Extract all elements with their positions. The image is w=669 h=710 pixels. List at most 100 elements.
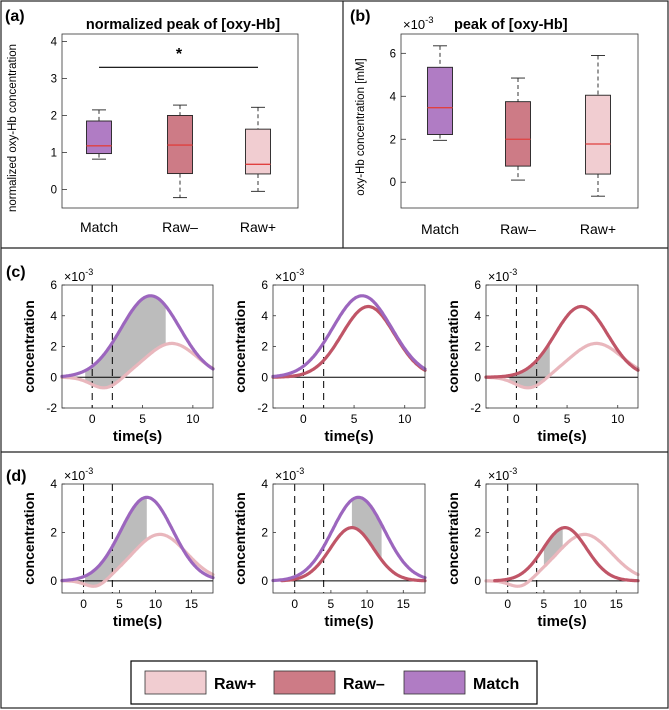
multiplier-base-c-3: ×10 [488, 270, 509, 284]
ytick-label-d-1-2: 4 [50, 477, 57, 491]
ytick-label-d-3-1: 2 [474, 525, 481, 539]
xtick-label-c-3-1: 5 [564, 412, 571, 426]
panel-a-plot [87, 67, 271, 197]
ytick-label-c-3-0: -2 [470, 401, 481, 415]
subplot-d-1: ×10-30240 5 10 15time(s)concentration [21, 466, 213, 630]
legend-label-match: Match [473, 676, 519, 693]
box-b-raw-plus-iqr [586, 95, 611, 174]
ylabel-c-2: concentration [232, 300, 248, 393]
ytick-label-d-3-2: 4 [474, 477, 481, 491]
multiplier-exp-c-1: -3 [85, 267, 93, 277]
panel-b: (b) ×10-3 peak of [oxy-Hb] oxy-Hb concen… [350, 8, 638, 237]
curve-c-2-match [273, 296, 425, 377]
ytick-label-d-3-0: 0 [474, 574, 481, 588]
panel-b-xtick-raw-minus: Raw– [500, 221, 536, 237]
ytick-label-a-1: 1 [51, 147, 57, 159]
subplot-c-1: ×10-3 -2 0 2 4 6 0 5 10 time(s) concentration [21, 267, 213, 445]
xtick-label-d-1-0: 0 [80, 597, 87, 611]
multiplier-base-c-1: ×10 [64, 270, 85, 284]
ytick-label-b-2: 4 [390, 91, 397, 103]
panel-b-label: (b) [350, 8, 370, 25]
multiplier-base-d-3: ×10 [488, 469, 509, 483]
multiplier-exp-c-3: -3 [509, 267, 517, 277]
subplot-c-3: ×10-3 -2 0 2 4 6 0 5 10 time(s) concentration [445, 267, 638, 445]
panel-a-xtick-raw-plus: Raw+ [240, 219, 276, 235]
panel-b-multiplier: ×10-3 [403, 15, 434, 32]
box-b-raw-minus-iqr [506, 102, 531, 166]
ytick-label-c-3-3: 4 [474, 309, 481, 323]
multiplier-base-d-2: ×10 [275, 469, 296, 483]
xlabel-c-2: time(s) [324, 428, 373, 445]
ytick-label-c-1-3: 4 [50, 309, 57, 323]
panel-b-yticks: 0 2 4 6 [390, 48, 406, 189]
xtick-label-d-3-0: 0 [504, 597, 511, 611]
panel-b-title: peak of [oxy-Hb] [454, 17, 568, 33]
panel-a-significance-star: * [176, 46, 183, 63]
subplot-d-2: ×10-3 0 2 4 0 5 10 15 time(s) concentration [232, 466, 425, 630]
panel-b-xtick-raw-plus: Raw+ [580, 221, 616, 237]
curve-d-3-raw-minus [495, 528, 638, 581]
ylabel-d-1: concentration [21, 492, 37, 585]
legend-swatch-raw-plus [145, 671, 206, 694]
xtick-label-c-1-0: 0 [89, 412, 96, 426]
multiplier-base-c-2: ×10 [275, 270, 296, 284]
panel-b-plot [428, 46, 611, 196]
xtick-label-c-2-2: 10 [398, 412, 412, 426]
box-b-match-iqr [428, 67, 453, 134]
xtick-label-d-1-1: 5 [116, 597, 123, 611]
ytick-label-c-1-0: -2 [46, 401, 57, 415]
panel-a-yticks: 0 1 2 3 4 [51, 36, 67, 196]
xtick-label-c-1-1: 5 [139, 412, 146, 426]
xtick-label-c-2-1: 5 [351, 412, 358, 426]
xtick-label-c-3-2: 10 [611, 412, 625, 426]
ytick-label-d-2-0: 0 [261, 574, 268, 588]
ytick-label-c-3-2: 2 [474, 340, 481, 354]
panel-b-multiplier-exp: -3 [425, 15, 433, 26]
ytick-label-c-2-4: 6 [261, 278, 268, 292]
panel-a: (a) normalized peak of [oxy-Hb] normaliz… [5, 8, 298, 235]
xtick-label-d-2-1: 5 [328, 597, 335, 611]
curve-c-2-raw-minus [273, 307, 425, 378]
multiplier-c-3: ×10-3 [488, 267, 517, 284]
multiplier-exp-d-2: -3 [296, 466, 304, 476]
ylabel-c-3: concentration [445, 300, 461, 393]
ytick-label-d-1-0: 0 [50, 574, 57, 588]
box-a-raw-plus-iqr [246, 129, 271, 174]
ytick-label-c-3-4: 6 [474, 278, 481, 292]
legend: Raw+ Raw– Match [131, 661, 537, 704]
multiplier-exp-d-1: -3 [85, 466, 93, 476]
multiplier-d-2: ×10-3 [275, 466, 304, 483]
legend-swatch-match [404, 671, 465, 694]
panel-b-xtick-match: Match [421, 221, 459, 237]
ytick-label-c-2-1: 0 [261, 370, 268, 384]
xlabel-d-3: time(s) [537, 613, 586, 630]
panel-a-xtick-raw-minus: Raw– [162, 219, 198, 235]
ylabel-d-2: concentration [232, 492, 248, 585]
ytick-label-b-0: 0 [390, 177, 396, 189]
xtick-label-d-2-2: 10 [360, 597, 374, 611]
panel-b-multiplier-base: ×10 [403, 17, 425, 32]
ytick-label-b-3: 6 [390, 48, 396, 60]
xtick-label-c-1-2: 10 [186, 412, 200, 426]
panel-a-label: (a) [5, 8, 25, 25]
xtick-label-d-3-3: 15 [610, 597, 624, 611]
ytick-label-d-1-1: 2 [50, 525, 57, 539]
legend-label-raw-minus: Raw– [343, 676, 385, 693]
xtick-label-c-2-0: 0 [300, 412, 307, 426]
legend-swatch-raw-minus [274, 671, 335, 694]
xtick-label-d-2-0: 0 [291, 597, 298, 611]
box-a-match-iqr [87, 121, 112, 154]
ytick-label-c-2-3: 4 [261, 309, 268, 323]
ytick-label-c-2-2: 2 [261, 340, 268, 354]
ytick-label-d-2-1: 2 [261, 525, 268, 539]
xlabel-c-3: time(s) [537, 428, 586, 445]
ytick-label-c-3-1: 0 [474, 370, 481, 384]
xtick-label-d-3-2: 10 [573, 597, 587, 611]
panel-a-xtick-match: Match [80, 219, 118, 235]
multiplier-d-1: ×10-3 [64, 466, 93, 483]
panel-b-ylabel: oxy-Hb concentration [mM] [355, 58, 367, 195]
outer-frame [1, 1, 668, 708]
xlabel-c-1: time(s) [113, 428, 162, 445]
